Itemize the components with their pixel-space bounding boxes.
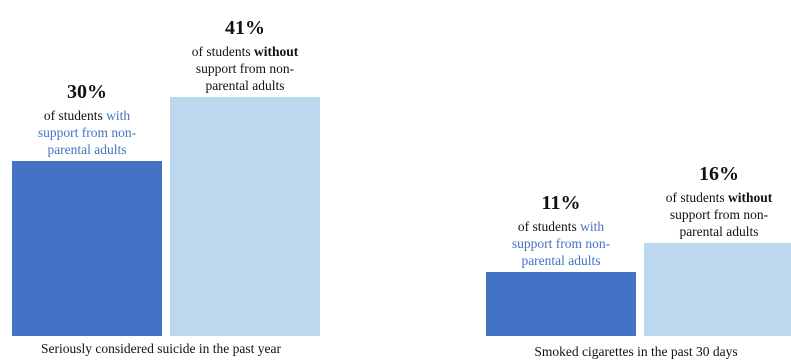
value-label: 16% xyxy=(699,163,739,185)
label-line-3: parental adults xyxy=(205,78,285,93)
label-line-3: parental adults xyxy=(521,253,601,268)
bar-with-support xyxy=(12,161,162,336)
label-line-2: support from non- xyxy=(195,61,295,76)
label-line-1: of students xyxy=(191,44,254,59)
bar-without-support xyxy=(170,97,320,336)
label-highlight: with xyxy=(106,108,131,123)
label-line-3: parental adults xyxy=(47,142,127,157)
value-label: 11% xyxy=(541,192,581,214)
bar-label: 30% of students with support from non-pare… xyxy=(2,79,172,158)
bar-without-support xyxy=(644,243,791,336)
label-line-2: support from non- xyxy=(511,236,611,251)
label-line-3: parental adults xyxy=(679,224,759,239)
bar-label: 11% of students with support from non-pare… xyxy=(476,190,646,269)
value-label: 41% xyxy=(225,17,265,39)
value-label: 30% xyxy=(67,81,107,103)
bar-with-support xyxy=(486,272,636,336)
label-highlight: without xyxy=(253,44,299,59)
label-highlight: with xyxy=(580,219,605,234)
category-label: Seriously considered suicide in the past… xyxy=(41,341,281,356)
label-line-2: support from non- xyxy=(669,207,769,222)
label-highlight: without xyxy=(727,190,773,205)
label-line-1: of students xyxy=(517,219,581,234)
bar-label: 41% of students without support from non-p… xyxy=(160,15,330,94)
category-label: Smoked cigarettes in the past 30 days xyxy=(534,344,738,359)
label-line-1: of students xyxy=(43,108,107,123)
bar-label: 16% of students without support from non-p… xyxy=(634,161,791,240)
label-line-2: support from non- xyxy=(37,125,137,140)
label-line-1: of students xyxy=(665,190,728,205)
